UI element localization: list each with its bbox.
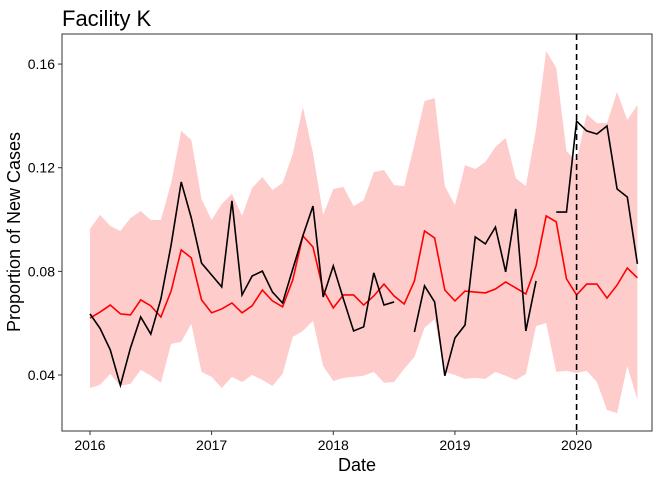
x-tick-label: 2019 [439, 437, 470, 453]
y-tick-label: 0.16 [28, 56, 55, 72]
x-tick-label: 2017 [196, 437, 227, 453]
plot-frame [61, 33, 653, 432]
y-tick-label: 0.04 [28, 367, 55, 383]
y-tick-label: 0.12 [28, 160, 55, 176]
series-line [89, 119, 639, 389]
x-tick-label: 2016 [74, 437, 105, 453]
confidence-band [89, 51, 638, 414]
y-tick-label: 0.08 [28, 263, 55, 279]
x-axis-label: Date [338, 455, 376, 475]
series-line [89, 214, 638, 319]
x-tick-label: 2020 [561, 437, 592, 453]
chart-title: Facility K [62, 6, 152, 31]
y-axis-label: Proportion of New Cases [4, 132, 24, 332]
x-tick-label: 2018 [318, 437, 349, 453]
